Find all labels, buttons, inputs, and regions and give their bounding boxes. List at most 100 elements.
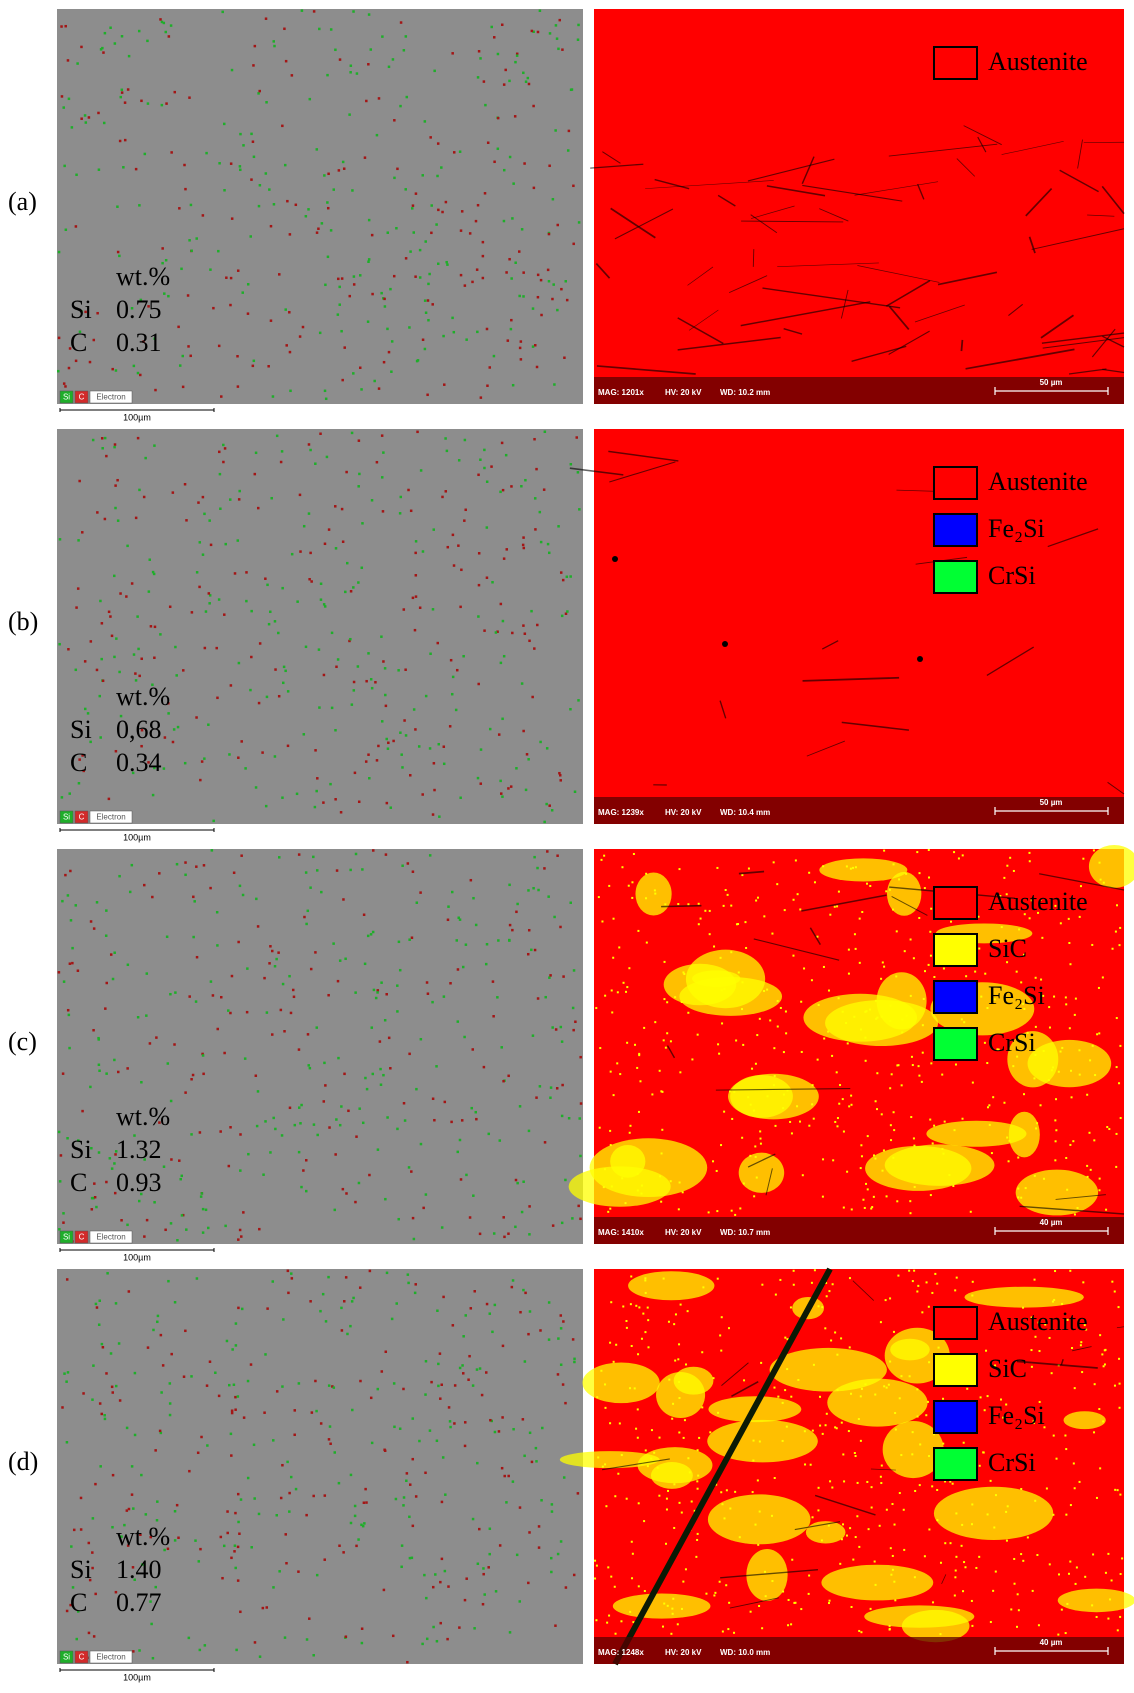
eds-dot	[572, 1029, 575, 1032]
eds-dot	[465, 1174, 468, 1177]
phase-speck	[1098, 1408, 1100, 1410]
eds-dot	[470, 879, 473, 882]
eds-dot	[131, 864, 134, 867]
eds-dot	[404, 188, 407, 191]
eds-dot	[472, 1048, 475, 1051]
phase-patch	[628, 1271, 714, 1300]
eds-dot	[408, 1516, 411, 1519]
phase-speck	[730, 951, 732, 953]
phase-speck	[914, 1490, 916, 1492]
eds-dot	[561, 615, 564, 618]
eds-dot	[316, 869, 319, 872]
eds-dot	[167, 1062, 170, 1065]
phase-speck	[811, 979, 813, 981]
phase-speck	[1104, 1363, 1106, 1365]
eds-dot	[353, 283, 356, 286]
eds-legend-text: C	[79, 1653, 85, 1662]
eds-dot	[334, 1153, 337, 1156]
eds-dot	[457, 1020, 460, 1023]
eds-dot	[511, 632, 513, 635]
eds-dot	[528, 1531, 531, 1534]
eds-dot	[101, 1343, 104, 1346]
eds-dot	[230, 1433, 233, 1436]
phase-speck	[852, 867, 854, 869]
eds-dot	[170, 1158, 173, 1161]
eds-dot	[380, 635, 383, 638]
element-value: 1.40	[116, 1555, 162, 1584]
phase-speck	[696, 1539, 698, 1541]
eds-dot	[395, 1498, 398, 1501]
eds-dot	[138, 1649, 141, 1652]
eds-dot	[372, 1073, 375, 1076]
eds-dot	[577, 24, 580, 27]
eds-dot	[558, 19, 561, 22]
phase-speck	[992, 1096, 994, 1098]
eds-dot	[527, 77, 530, 80]
phase-speck	[893, 863, 895, 865]
phase-swatch	[934, 1354, 977, 1386]
eds-dot	[154, 389, 157, 392]
eds-dot	[309, 1300, 312, 1303]
eds-dot	[249, 689, 252, 692]
eds-dot	[560, 288, 563, 291]
eds-dot	[546, 850, 549, 853]
phase-speck	[1119, 1494, 1121, 1496]
eds-dot	[177, 726, 180, 729]
phase-speck	[610, 1301, 612, 1303]
eds-dot	[159, 18, 162, 21]
eds-dot	[75, 904, 78, 907]
eds-dot	[334, 1209, 337, 1212]
eds-dot	[198, 1560, 201, 1563]
eds-dot	[502, 1345, 505, 1348]
eds-dot	[540, 279, 543, 282]
phase-speck	[672, 1613, 674, 1615]
phase-speck	[954, 1129, 956, 1131]
eds-dot	[146, 40, 149, 43]
eds-dot	[508, 884, 511, 887]
eds-dot	[317, 227, 320, 230]
eds-dot	[84, 708, 87, 711]
eds-dot	[475, 220, 478, 223]
phase-speck	[1049, 1563, 1051, 1565]
eds-dot	[276, 435, 279, 438]
phase-speck	[868, 1528, 870, 1530]
phase-speck	[944, 1121, 946, 1123]
eds-dot	[202, 1073, 205, 1076]
phase-speck	[759, 1130, 761, 1132]
phase-speck	[644, 1331, 646, 1333]
eds-dot	[69, 870, 72, 873]
eds-dot	[250, 1546, 253, 1549]
eds-dot	[399, 1427, 402, 1430]
eds-dot	[170, 1100, 173, 1103]
eds-dot	[160, 1391, 163, 1394]
eds-dot	[241, 291, 244, 294]
eds-dot	[148, 590, 151, 593]
eds-dot	[479, 1367, 482, 1370]
phase-speck	[961, 1018, 963, 1020]
phase-speck	[880, 978, 882, 980]
eds-dot	[320, 891, 323, 894]
phase-speck	[919, 872, 921, 874]
phase-speck	[685, 1363, 687, 1365]
eds-dot	[424, 348, 427, 351]
phase-speck	[942, 1153, 944, 1155]
eds-dot	[89, 361, 92, 364]
eds-dot	[284, 1636, 287, 1639]
eds-dot	[227, 1009, 230, 1012]
phase-speck	[889, 1625, 891, 1627]
phase-speck	[874, 1561, 876, 1563]
eds-dot	[405, 257, 408, 260]
eds-dot	[573, 969, 576, 972]
phase-speck	[1099, 1467, 1101, 1469]
eds-dot	[483, 629, 486, 632]
eds-dot	[572, 185, 575, 188]
eds-dot	[480, 396, 483, 399]
phase-speck	[1056, 1458, 1058, 1460]
eds-dot	[355, 1545, 358, 1548]
phase-speck	[1108, 1128, 1110, 1130]
phase-speck	[821, 1306, 823, 1308]
eds-dot	[323, 1062, 326, 1065]
eds-scale-text: 100µm	[123, 1672, 151, 1682]
eds-dot	[522, 1418, 525, 1421]
